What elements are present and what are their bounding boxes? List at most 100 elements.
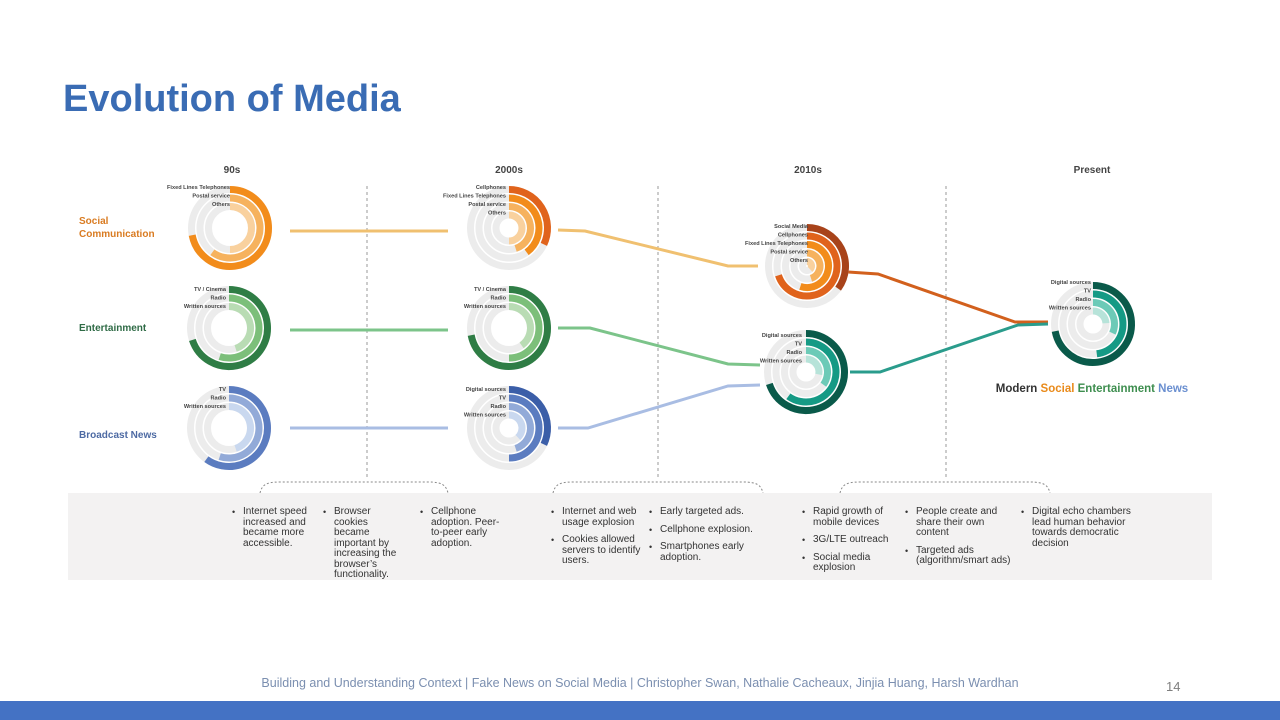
note-item: Rapid growth of mobile devices (802, 506, 893, 528)
flow-line-news-2010s-present (850, 322, 1049, 374)
merged-label-prefix: Modern (996, 383, 1041, 395)
merged-label-social: Social (1041, 383, 1075, 395)
period-header-90s: 90s (224, 165, 241, 176)
page-number: 14 (1166, 679, 1181, 694)
donut-label: Radio (786, 350, 802, 356)
donut-label: Written sources (184, 304, 226, 310)
donut-arc (508, 203, 534, 252)
donut-arc (210, 194, 264, 262)
donut-label: Written sources (464, 304, 506, 310)
donut-arc (508, 211, 526, 245)
donut-arc (805, 355, 823, 376)
donut-label: Postal service (192, 194, 230, 200)
donut-label: Others (790, 258, 808, 264)
donut-label: Fixed Lines Telephones (443, 194, 506, 200)
donut-label: TV (219, 387, 226, 393)
media-evolution-diagram: 90s 2000s 2010s Present Social Communica… (79, 165, 1188, 494)
donut-label: Digital sources (1051, 280, 1091, 286)
notes-col-6: Rapid growth of mobile devices 3G/LTE out… (801, 506, 893, 581)
note-item: Internet and web usage explosion (551, 506, 642, 528)
donut-label: TV / Cinema (474, 287, 507, 293)
donut-arc (508, 194, 543, 256)
brace-connector (552, 481, 764, 494)
donut-social-2010s: Social Media Cellphones Fixed Lines Teleph… (745, 224, 849, 308)
notes-col-7: People create and share their own conten… (904, 506, 1012, 574)
note-item: Smartphones early adoption. (649, 541, 760, 563)
donut-social-90s: Fixed Lines Telephones Postal service Othe… (167, 185, 272, 270)
note-item: Cellphone adoption. Peer-to-peer early a… (420, 506, 507, 549)
notes-col-2: Browser cookies became important by incr… (322, 506, 406, 588)
donut-present: Digital sources TV Radio Written sources (1049, 280, 1135, 366)
donut-label: Postal service (770, 250, 808, 256)
donut-arc (1051, 282, 1135, 366)
donut-label: Fixed Lines Telephones (167, 185, 230, 191)
note-item: Targeted ads (algorithm/smart ads) (905, 545, 1012, 567)
notes-col-8: Digital echo chambers lead human behavio… (1020, 506, 1140, 556)
donut-label: Cellphones (778, 233, 808, 239)
period-header-present: Present (1074, 165, 1111, 176)
donut-arc (508, 394, 543, 462)
note-item: Early targeted ads. (649, 506, 760, 518)
donut-entertainment-90s: TV / Cinema Radio Written sources (184, 286, 271, 370)
donut-arc (228, 303, 254, 352)
donut-arc (218, 394, 263, 462)
donut-arc (766, 330, 848, 414)
donut-label: TV / Cinema (194, 287, 227, 293)
donut-social-2000s: Cellphones Fixed Lines Telephones Postal s… (443, 185, 551, 270)
donut-label: Digital sources (762, 333, 802, 339)
brace-connector (259, 481, 449, 494)
donut-label: Written sources (464, 413, 506, 419)
note-item: Digital echo chambers lead human behavio… (1021, 506, 1140, 549)
donut-label: TV (499, 396, 506, 402)
flow-line-ent-2000s-2010s (558, 326, 761, 367)
donut-arc (799, 241, 832, 291)
donut-news-90s: TV Radio Written sources (184, 386, 271, 470)
donut-label: Others (488, 211, 506, 217)
note-item: Social media explosion (802, 552, 893, 574)
period-header-2000s: 2000s (495, 165, 523, 176)
donut-arc (1092, 307, 1110, 324)
donut-arc (508, 411, 526, 441)
note-item: People create and share their own conten… (905, 506, 1012, 539)
donut-entertainment-2000s: TV / Cinema Radio Written sources (464, 286, 551, 370)
donut-label: Radio (210, 296, 226, 302)
note-item: Cookies allowed servers to identify user… (551, 534, 642, 567)
donut-arc (806, 249, 824, 282)
note-item: Cellphone explosion. (649, 524, 760, 536)
donut-label: Cellphones (476, 185, 506, 191)
donut-label: Radio (490, 404, 506, 410)
donut-arc (805, 347, 831, 387)
donut-label: Social Media (774, 224, 809, 230)
note-item: 3G/LTE outreach (802, 534, 893, 546)
notes-col-4: Internet and web usage explosion Cookies … (550, 506, 642, 574)
donut-label: Fixed Lines Telephones (745, 241, 808, 247)
category-label-news: Broadcast News (79, 430, 157, 441)
note-item: Internet speed increased and became more… (232, 506, 313, 549)
donut-arc (204, 386, 271, 470)
donut-label: TV (795, 342, 802, 348)
note-item: Browser cookies became important by incr… (323, 506, 406, 581)
category-label-social-line1: Social (79, 216, 109, 227)
donut-label: Radio (490, 296, 506, 302)
category-label-entertainment: Entertainment (79, 323, 147, 334)
category-label-social: Social Communication (79, 216, 155, 240)
donut-arc (188, 186, 272, 270)
notes-col-1: Internet speed increased and became more… (231, 506, 313, 556)
donut-label: Postal service (468, 202, 506, 208)
donut-arc (508, 303, 534, 349)
donut-arc (786, 338, 840, 406)
brace-connector (839, 481, 1051, 494)
donut-label: Written sources (1049, 306, 1091, 312)
donut-arc (508, 294, 543, 362)
donut-arc (467, 286, 551, 370)
donut-arc (775, 232, 841, 300)
donut-arc (806, 258, 815, 272)
donut-arc (228, 403, 254, 452)
period-header-2010s: 2010s (794, 165, 822, 176)
donut-label: Written sources (184, 404, 226, 410)
donut-label: TV (1084, 289, 1091, 295)
category-label-social-line2: Communication (79, 229, 155, 240)
donut-arc (1092, 290, 1127, 358)
merged-label-news: News (1158, 383, 1188, 395)
donut-news-2010s: Digital sources TV Radio Written sources (760, 330, 848, 414)
